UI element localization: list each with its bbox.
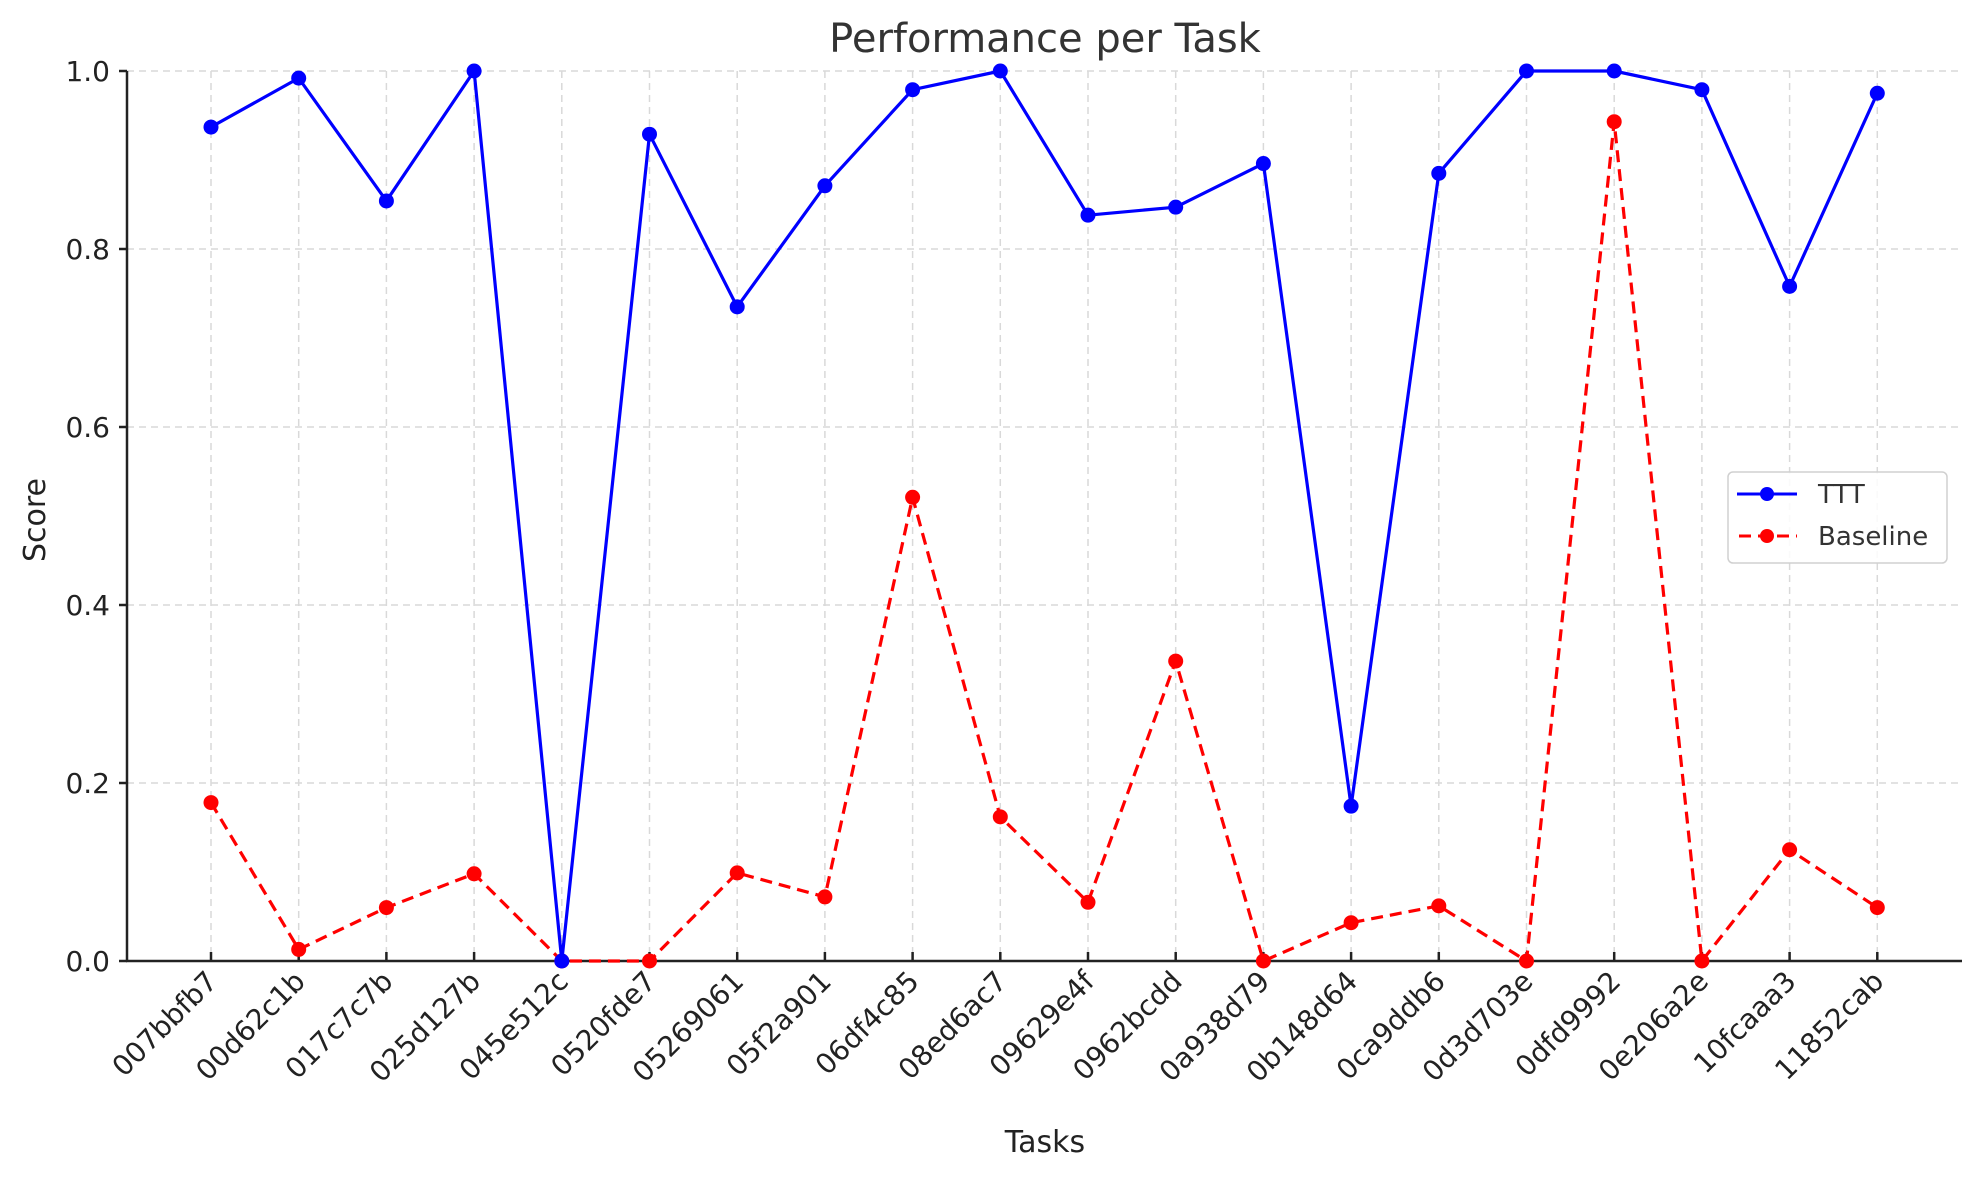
- y-tick-label: 0.4: [65, 589, 110, 622]
- baseline-data-point: [642, 953, 657, 969]
- legend-baseline-label: Baseline: [1818, 522, 1928, 552]
- ttt-data-point: [378, 193, 394, 209]
- ttt-data-point: [203, 119, 219, 135]
- y-tick-label: 1.0: [65, 55, 110, 88]
- baseline-data-point: [1168, 653, 1184, 669]
- baseline-data-point: [1782, 842, 1798, 858]
- ttt-data-point: [1869, 85, 1885, 101]
- baseline-data-point: [1431, 898, 1447, 914]
- legend-ttt-label: TTT: [1817, 480, 1865, 510]
- ttt-data-point: [291, 70, 307, 86]
- y-tick-label: 0.6: [65, 411, 110, 444]
- baseline-data-point: [1869, 900, 1885, 916]
- ttt-data-point: [1782, 278, 1798, 294]
- baseline-data-point: [1606, 114, 1622, 130]
- legend-item-baseline: Baseline: [1739, 522, 1928, 552]
- y-tick-label: 0.0: [65, 945, 110, 978]
- ttt-data-point: [1168, 199, 1184, 215]
- ttt-data-point: [729, 299, 745, 315]
- grid-lines: [127, 70, 1962, 962]
- y-tick-label: 0.2: [65, 767, 110, 800]
- x-axis-label: Tasks: [1004, 1125, 1085, 1160]
- legend-baseline-marker-icon: [1760, 529, 1774, 543]
- ttt-data-point: [992, 63, 1008, 79]
- y-tick-label: 0.8: [65, 233, 110, 266]
- ttt-data-point: [817, 178, 833, 194]
- baseline-data-point: [817, 889, 833, 905]
- baseline-data-point: [1694, 953, 1710, 969]
- baseline-data-point: [466, 866, 482, 882]
- legend: TTT Baseline: [1727, 471, 1948, 564]
- ttt-data-point: [1343, 798, 1359, 814]
- baseline-series-line: [209, 120, 1879, 963]
- baseline-data-point: [1080, 894, 1096, 910]
- ttt-data-point: [1431, 165, 1447, 181]
- chart-title: Performance per Task: [829, 16, 1262, 62]
- baseline-data-point: [905, 489, 921, 505]
- baseline-data-point: [992, 809, 1008, 825]
- ttt-data-point: [1080, 207, 1096, 223]
- x-axis-ticks: 007bbfb700d62c1b017c7c7b025d127b045e512c…: [106, 952, 1890, 1089]
- baseline-data-point: [1519, 953, 1534, 969]
- ttt-data-point: [642, 126, 657, 142]
- series-lines: [203, 63, 1885, 969]
- y-axis-label: Score: [18, 478, 53, 562]
- ttt-data-point: [554, 953, 570, 969]
- ttt-data-point: [1694, 82, 1710, 98]
- ttt-series-line: [210, 69, 1879, 963]
- baseline-data-point: [1343, 915, 1359, 931]
- ttt-data-point: [1519, 63, 1534, 79]
- axes: [125, 71, 1962, 963]
- baseline-data-point: [378, 900, 394, 916]
- ttt-data-point: [905, 82, 921, 98]
- ttt-data-point: [1255, 156, 1271, 172]
- baseline-data-point: [1255, 953, 1271, 969]
- legend-item-ttt: TTT: [1737, 480, 1865, 510]
- ttt-data-point: [466, 63, 482, 79]
- baseline-data-point: [291, 941, 307, 957]
- ttt-data-point: [1606, 63, 1622, 79]
- legend-ttt-marker-icon: [1760, 487, 1774, 501]
- baseline-data-point: [203, 795, 219, 811]
- baseline-data-point: [729, 865, 745, 881]
- y-axis-ticks: 0.0 0.2 0.4 0.6 0.8 1.0: [65, 55, 127, 978]
